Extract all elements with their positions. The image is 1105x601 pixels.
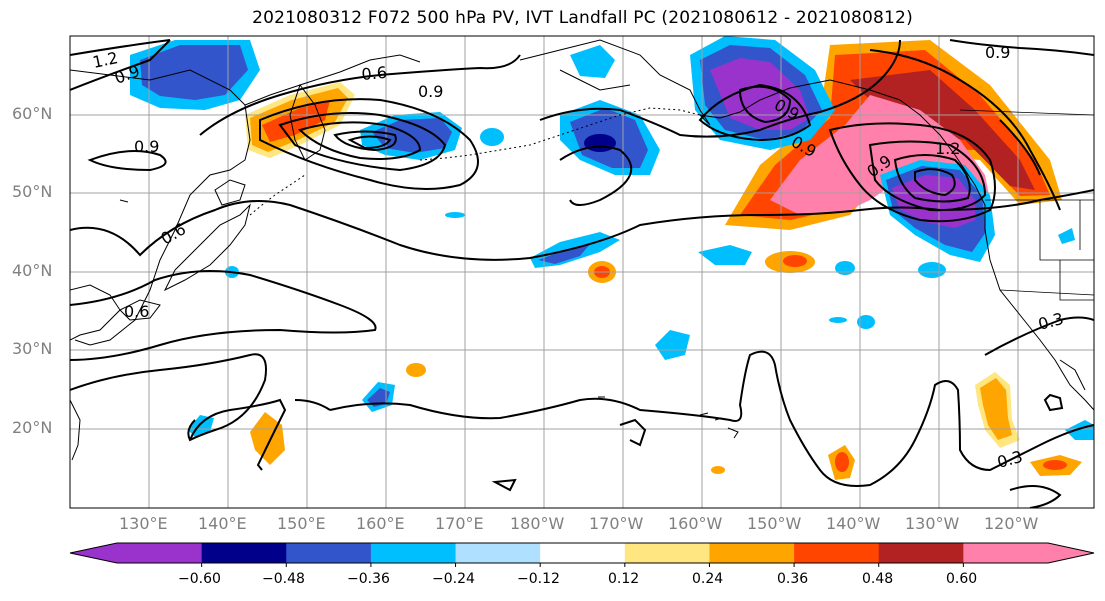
colorbar-segment (201, 543, 287, 563)
lon-label: 150°W (747, 514, 802, 533)
colorbar-tick: 0.24 (692, 571, 724, 587)
colorbar-segment (709, 543, 795, 563)
colorbar-outline (69, 542, 1095, 564)
lon-label: 120°W (984, 514, 1039, 533)
colorbar-tick: −0.12 (517, 571, 560, 587)
lon-label: 150°E (277, 514, 326, 533)
negative-anomaly (829, 317, 847, 323)
lat-label-50n: 50°N (12, 182, 53, 201)
graticule (70, 36, 1094, 508)
colorbar-tick: 0.12 (608, 571, 640, 587)
colorbar-segment (540, 543, 626, 563)
colorbar (69, 542, 1095, 567)
negative-anomaly (698, 245, 752, 265)
lon-label: 140°E (198, 514, 247, 533)
positive-anomaly (770, 95, 990, 215)
lon-label: 140°W (826, 514, 881, 533)
negative-anomaly (367, 388, 390, 407)
contour-label: 1.2 (935, 139, 960, 158)
negative-anomaly (445, 212, 465, 218)
lon-label: 180°W (510, 514, 565, 533)
positive-anomaly (250, 412, 285, 465)
colorbar-tick: 0.60 (946, 571, 978, 587)
colorbar-segment (117, 543, 203, 563)
colorbar-segment (455, 543, 541, 563)
contour-label: 0.6 (124, 302, 149, 321)
positive-anomaly (406, 363, 426, 377)
colorbar-segment (370, 543, 457, 563)
lon-label: 170°E (435, 514, 484, 533)
negative-anomaly (570, 45, 615, 78)
negative-anomaly (655, 330, 690, 360)
lon-label: 130°E (119, 514, 168, 533)
contour-label: 0.6 (361, 63, 388, 84)
negative-anomaly (857, 315, 875, 329)
pv-contours (70, 39, 1094, 508)
negative-anomaly (710, 58, 810, 130)
colorbar-tick: −0.24 (432, 571, 475, 587)
colorbar-tick: −0.48 (262, 571, 305, 587)
colorbar-tick: −0.60 (178, 571, 221, 587)
colorbar-segment (286, 543, 372, 563)
negative-anomaly (1065, 420, 1094, 440)
colorbar-tick: −0.36 (347, 571, 390, 587)
positive-anomaly (711, 466, 725, 474)
lon-label: 130°W (905, 514, 960, 533)
negative-anomaly (835, 261, 855, 275)
lat-label-60n: 60°N (12, 104, 53, 123)
colorbar-extend-low (70, 543, 117, 563)
colorbar-segment (794, 543, 880, 563)
colorbar-extend-high (1048, 543, 1094, 563)
contour-label: 0.9 (985, 43, 1010, 62)
map-title: 2021080312 F072 500 hPa PV, IVT Landfall… (252, 8, 913, 28)
positive-anomaly (783, 255, 807, 267)
contour-label: 0.9 (418, 82, 443, 101)
lon-label: 170°W (589, 514, 644, 533)
lat-label-30n: 30°N (12, 339, 53, 358)
lat-label-20n: 20°N (12, 418, 53, 437)
colorbar-segment (878, 543, 964, 563)
negative-anomaly (538, 244, 590, 264)
colorbar-segment (624, 543, 710, 563)
lon-label: 160°E (356, 514, 405, 533)
colorbar-segment (963, 543, 1049, 563)
positive-anomaly (980, 378, 1012, 440)
contour-label: 0.9 (134, 137, 159, 156)
contour-label: 1.2 (91, 48, 120, 72)
colorbar-tick: 0.36 (777, 571, 809, 587)
negative-anomaly (584, 134, 616, 152)
lon-label: 160°W (668, 514, 723, 533)
map-border (69, 35, 1095, 509)
positive-anomaly (835, 452, 849, 472)
negative-anomaly (918, 262, 946, 278)
negative-anomaly (480, 128, 504, 146)
colorbar-tick: 0.48 (862, 571, 894, 587)
positive-anomaly (1043, 460, 1067, 470)
lat-label-40n: 40°N (12, 261, 53, 280)
negative-anomaly (1058, 228, 1075, 244)
